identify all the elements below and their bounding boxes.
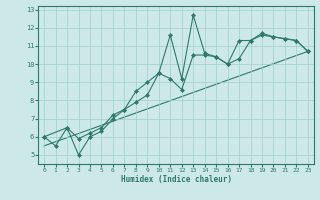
X-axis label: Humidex (Indice chaleur): Humidex (Indice chaleur) (121, 175, 231, 184)
